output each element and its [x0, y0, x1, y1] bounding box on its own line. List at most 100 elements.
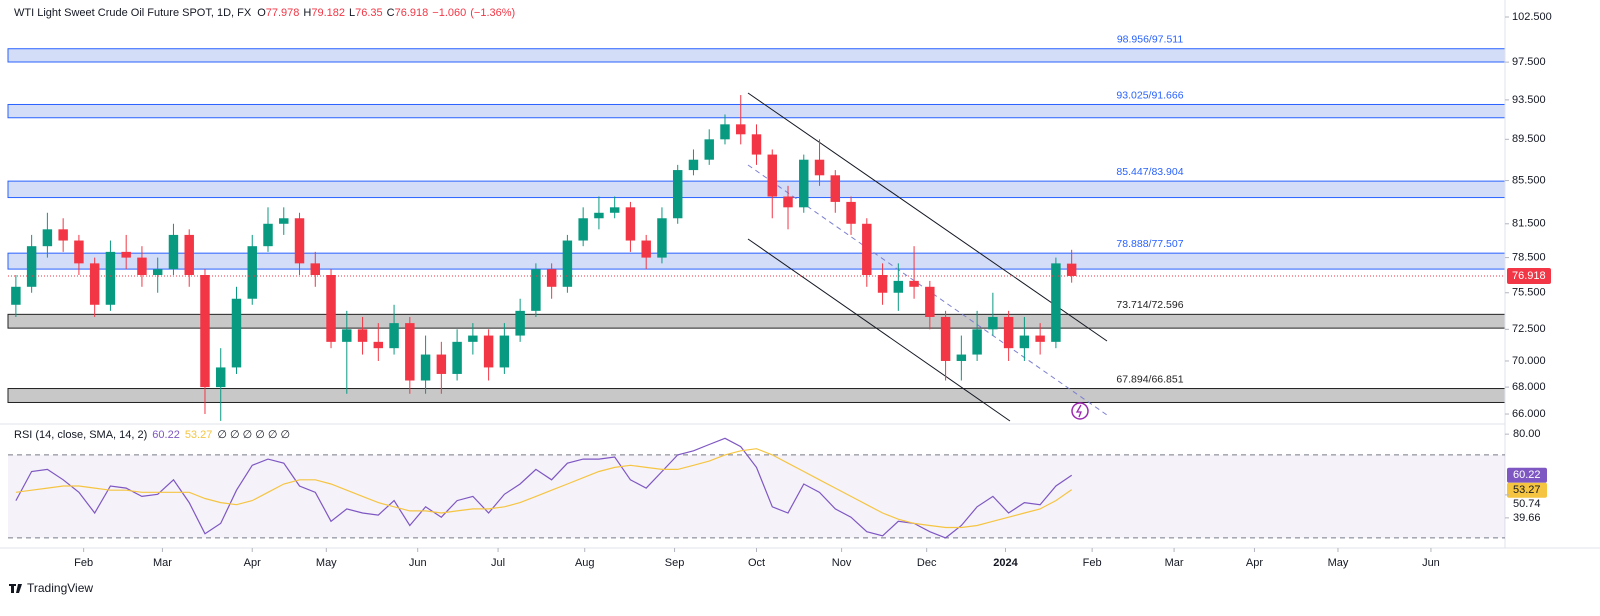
- candle-body: [326, 275, 336, 342]
- x-tick-label: Apr: [1246, 557, 1263, 569]
- candle-body: [483, 335, 494, 368]
- candle-body: [720, 124, 730, 140]
- x-tick-label: Oct: [748, 557, 765, 569]
- x-tick-label: Aug: [575, 557, 595, 569]
- candle-body: [373, 341, 384, 349]
- x-tick-label: Jun: [409, 557, 427, 569]
- y-tick-label: 93.500: [1512, 94, 1546, 106]
- candle-body: [247, 246, 257, 299]
- y-tick-label: 85.500: [1512, 174, 1546, 186]
- zone: [7, 180, 1506, 199]
- candle-body: [956, 354, 967, 361]
- candle-body: [562, 240, 573, 287]
- candle-body: [184, 234, 194, 276]
- x-tick-label: May: [1328, 557, 1349, 569]
- candle-body: [625, 207, 636, 241]
- current-price-box: [1507, 267, 1551, 284]
- candle-body: [26, 246, 37, 287]
- candle-body: [58, 229, 68, 241]
- ohlc-prefix: L: [349, 7, 355, 19]
- candle-body: [531, 269, 541, 311]
- ohlc-prefix: C: [387, 7, 395, 19]
- candle-body: [609, 207, 620, 213]
- candle-body: [657, 218, 667, 258]
- x-tick-label: Sep: [665, 557, 685, 569]
- event-icon-bolt: [1075, 404, 1082, 418]
- candle-body: [121, 251, 131, 258]
- brand: TradingView: [9, 581, 93, 595]
- candle-body: [105, 251, 116, 305]
- zone-label: 93.025/91.666: [1116, 89, 1183, 101]
- y-tick-label: 70.000: [1512, 355, 1546, 367]
- candle-body: [688, 159, 699, 171]
- rsi-value-label: 60.22: [1513, 469, 1541, 481]
- ohlc-prefix: O: [257, 7, 266, 19]
- candle-body: [641, 240, 651, 258]
- candle-body: [310, 263, 321, 276]
- zone-label: 85.447/83.904: [1116, 166, 1183, 178]
- y-tick-label: 89.500: [1512, 133, 1546, 145]
- zone-label: 98.956/97.511: [1117, 34, 1184, 46]
- channel-lower: [747, 238, 1011, 422]
- rsi-line: [15, 437, 1073, 539]
- candle-body: [468, 335, 478, 342]
- candle-body: [357, 329, 368, 342]
- zone-label: 67.894/66.851: [1116, 373, 1183, 385]
- y-tick-label: 75.500: [1512, 287, 1546, 299]
- change-pct: (−1.36%): [470, 7, 515, 19]
- ohlc-value: 77.978: [266, 7, 300, 19]
- candle-body: [830, 175, 841, 202]
- candle-body: [279, 218, 289, 224]
- candle-body: [342, 329, 352, 342]
- y-tick-label: 102.500: [1512, 11, 1552, 23]
- rsi-flags: ∅ ∅ ∅ ∅ ∅ ∅: [217, 429, 290, 441]
- candle-body: [452, 341, 462, 374]
- y-tick-label: 78.500: [1512, 252, 1546, 264]
- y-tick-label: 68.000: [1512, 381, 1546, 393]
- axes: 76.918 102.500 97.500 93.500 89.500 85.500 81.…: [8, 11, 1552, 569]
- candle-body: [925, 286, 935, 317]
- candle-body: [436, 354, 447, 374]
- rsi-header: RSI (14, close, SMA, 14, 2) 60.22 53.27 ∅ ∅…: [14, 429, 290, 441]
- x-tick-label: 2024: [993, 557, 1018, 569]
- rsi-y-tick-label: 50.74: [1513, 498, 1541, 510]
- x-tick-label: Apr: [244, 557, 261, 569]
- header: WTI Light Sweet Crude Oil Future SPOT, 1…: [14, 7, 515, 19]
- channel-upper: [747, 92, 1108, 342]
- candle-body: [909, 280, 919, 287]
- rsi-pane: 60.22 53.27 80.00 50.74 39.66: [8, 428, 1547, 539]
- x-tick-label: Jun: [1422, 557, 1440, 569]
- candle-body: [1035, 335, 1045, 342]
- candle-body: [736, 124, 746, 135]
- candle-body: [231, 298, 242, 368]
- candle-body: [799, 159, 809, 208]
- rsi-title: RSI (14, close, SMA, 14, 2): [14, 429, 147, 441]
- candle-body: [1051, 263, 1061, 342]
- zone: [7, 48, 1506, 63]
- x-tick-label: Mar: [153, 557, 172, 569]
- zone: [7, 252, 1506, 270]
- candle-body: [499, 335, 510, 368]
- y-tick-label: 81.500: [1512, 218, 1546, 230]
- candle-body: [420, 354, 431, 381]
- brand-logo: [9, 584, 22, 593]
- candle-body: [862, 223, 872, 276]
- candle-body: [814, 159, 825, 176]
- candle-body: [42, 229, 53, 247]
- candle-body: [578, 218, 588, 241]
- zone-label: 73.714/72.596: [1116, 299, 1183, 311]
- candle-body: [988, 316, 998, 330]
- zones: 98.956/97.511 93.025/91.666 85.447/83.904 7…: [7, 34, 1506, 403]
- x-tick-label: Jul: [491, 557, 505, 569]
- zone: [7, 388, 1506, 403]
- x-tick-label: Nov: [832, 557, 852, 569]
- x-tick-label: Feb: [1083, 557, 1102, 569]
- rsi-y-tick-label: 39.66: [1513, 512, 1541, 524]
- rsi-sma-line: [15, 448, 1073, 529]
- candle-body: [846, 201, 856, 224]
- candle-body: [767, 154, 777, 197]
- candle-body: [1003, 316, 1014, 349]
- current-price-label: 76.918: [1512, 270, 1546, 282]
- y-tick-label: 97.500: [1512, 56, 1546, 68]
